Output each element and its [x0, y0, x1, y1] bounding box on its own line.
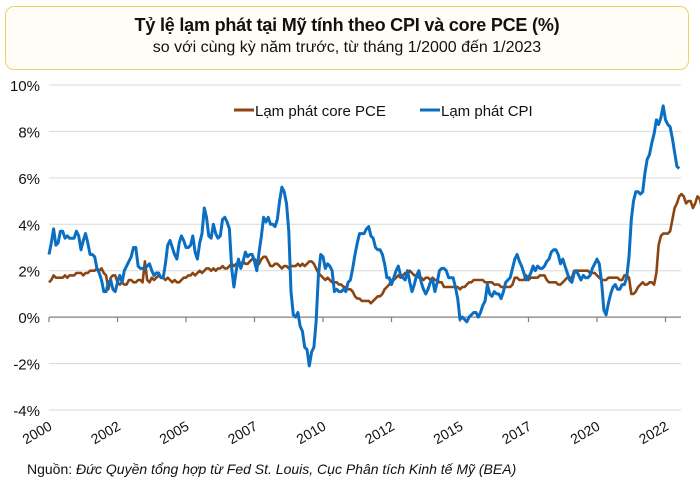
- legend-label-core-pce: Lạm phát core PCE: [255, 103, 386, 120]
- series-line-cpi: [47, 104, 681, 368]
- y-tick-label: -4%: [13, 403, 40, 420]
- y-tick-label: 6%: [18, 171, 40, 188]
- x-axis-tick-labels: 2000 2002 2005 2007 2010 2012 2015 2017 2020 2022: [20, 418, 672, 448]
- source-label: Nguồn:: [27, 461, 73, 477]
- x-tick-label: 2005: [157, 418, 192, 448]
- y-tick-label: 10%: [10, 78, 40, 95]
- y-tick-label: 4%: [18, 217, 40, 234]
- gridlines: [49, 84, 681, 411]
- source-note: Nguồn: Đức Quyền tổng hợp từ Fed St. Lou…: [27, 461, 516, 477]
- chart-title: Tỷ lệ lạm phát tại Mỹ tính theo CPI và c…: [134, 15, 560, 35]
- x-tick-label: 2010: [294, 418, 329, 448]
- x-tick-label: 2000: [20, 418, 55, 448]
- source-text: Đức Quyền tổng hợp từ Fed St. Louis, Cục…: [76, 461, 517, 477]
- y-tick-label: 0%: [18, 310, 40, 327]
- legend-label-cpi: Lạm phát CPI: [441, 103, 533, 120]
- x-tick-label: 2015: [431, 418, 466, 448]
- title-box: Tỷ lệ lạm phát tại Mỹ tính theo CPI và c…: [5, 6, 689, 70]
- series-lines: [47, 104, 700, 368]
- chart-subtitle: so với cùng kỳ năm trước, từ tháng 1/200…: [152, 39, 542, 56]
- y-axis-ticks: -4% -2% 0% 2% 4% 6% 8% 10%: [10, 78, 40, 420]
- x-tick-label: 2002: [88, 418, 123, 448]
- x-tick-label: 2017: [499, 418, 534, 448]
- legend: Lạm phát core PCE Lạm phát CPI: [234, 103, 533, 120]
- x-tick-label: 2007: [225, 418, 260, 448]
- x-tick-label: 2020: [568, 418, 603, 448]
- y-tick-label: 8%: [18, 124, 40, 141]
- x-axis: [48, 316, 681, 323]
- y-tick-label: -2%: [13, 357, 40, 374]
- x-tick-label: 2012: [362, 418, 397, 448]
- x-tick-label: 2022: [636, 418, 671, 448]
- y-tick-label: 2%: [18, 264, 40, 281]
